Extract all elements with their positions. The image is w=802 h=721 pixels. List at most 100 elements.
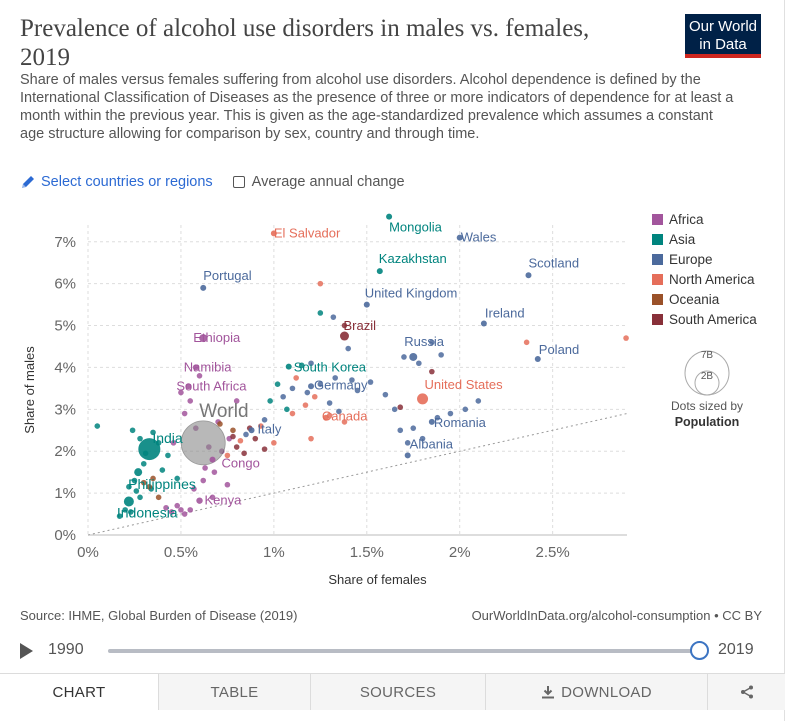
data-point[interactable] (341, 419, 348, 425)
data-point-india[interactable] (138, 438, 161, 461)
data-point-wales[interactable] (456, 234, 463, 241)
data-point[interactable] (298, 362, 305, 369)
data-point-canada[interactable] (322, 414, 329, 421)
data-point[interactable] (243, 431, 249, 438)
data-point[interactable] (178, 389, 184, 396)
data-point-kenya[interactable] (196, 497, 203, 504)
data-point[interactable] (94, 423, 101, 429)
tab-share[interactable] (707, 674, 785, 710)
tab-chart[interactable]: CHART (0, 674, 158, 710)
data-point[interactable] (140, 460, 147, 467)
legend-swatch[interactable] (652, 254, 663, 265)
data-point[interactable] (155, 494, 162, 501)
data-point[interactable] (129, 427, 136, 434)
data-point[interactable] (475, 398, 482, 404)
data-point[interactable] (274, 381, 281, 387)
data-point[interactable] (237, 437, 244, 444)
data-point[interactable] (311, 393, 318, 400)
data-point[interactable] (308, 360, 314, 367)
data-point[interactable] (354, 387, 361, 394)
data-point-el-salvador[interactable] (270, 230, 277, 237)
average-change-toggle[interactable]: Average annual change (232, 174, 405, 190)
data-point[interactable] (181, 511, 188, 517)
data-point[interactable] (434, 414, 441, 421)
data-point[interactable] (336, 408, 342, 415)
data-point[interactable] (150, 429, 156, 436)
data-point-scotland[interactable] (525, 272, 532, 279)
data-point[interactable] (326, 400, 333, 406)
data-point[interactable] (127, 509, 134, 515)
data-point[interactable] (187, 507, 194, 513)
timeline-handle[interactable] (690, 641, 709, 660)
data-point-philippines[interactable] (134, 468, 143, 477)
data-point[interactable] (230, 427, 236, 434)
data-point[interactable] (170, 440, 177, 446)
data-point[interactable] (181, 410, 188, 417)
legend-swatch[interactable] (652, 274, 663, 285)
data-point[interactable] (200, 477, 207, 484)
data-point[interactable] (133, 488, 140, 494)
data-point-romania[interactable] (428, 418, 435, 425)
data-point[interactable] (261, 446, 268, 452)
data-point[interactable] (302, 402, 309, 408)
data-point[interactable] (289, 385, 296, 392)
data-point-south-korea[interactable] (285, 363, 292, 370)
data-point-indonesia[interactable] (123, 496, 134, 507)
data-point[interactable] (233, 444, 240, 450)
data-point-south-africa[interactable] (185, 383, 192, 390)
data-point[interactable] (341, 322, 348, 329)
data-point[interactable] (397, 427, 404, 434)
chart-points[interactable] (94, 213, 629, 519)
data-point[interactable] (447, 410, 454, 417)
source-url-link[interactable]: OurWorldInData.org/alcohol-consumption •… (471, 608, 762, 623)
data-point[interactable] (252, 435, 259, 442)
data-point[interactable] (258, 423, 264, 429)
data-point[interactable] (330, 314, 337, 320)
data-point[interactable] (523, 339, 530, 346)
data-point[interactable] (187, 398, 194, 404)
data-point-germany[interactable] (308, 383, 315, 390)
data-point[interactable] (122, 507, 128, 513)
data-point-namibia[interactable] (192, 364, 199, 371)
data-point-brazil[interactable] (339, 331, 349, 341)
data-point-ireland[interactable] (480, 320, 487, 327)
data-point[interactable] (438, 352, 444, 358)
tab-sources[interactable]: SOURCES (310, 674, 485, 710)
data-point[interactable] (150, 475, 156, 482)
data-point[interactable] (462, 406, 469, 413)
legend-label[interactable]: Oceania (669, 292, 720, 307)
data-point[interactable] (397, 404, 404, 411)
data-point[interactable] (367, 379, 374, 385)
data-point[interactable] (116, 513, 123, 519)
legend-label[interactable]: North America (669, 272, 755, 287)
data-point-mongolia[interactable] (386, 213, 393, 220)
data-point[interactable] (137, 435, 143, 442)
data-point[interactable] (401, 354, 407, 360)
data-point[interactable] (332, 375, 338, 381)
timeline-track[interactable] (108, 649, 700, 653)
data-point[interactable] (224, 452, 231, 459)
legend-label[interactable]: Africa (669, 212, 704, 227)
data-point-united-states[interactable] (417, 393, 429, 405)
data-point[interactable] (224, 481, 231, 488)
data-point[interactable] (178, 507, 184, 513)
data-point[interactable] (289, 410, 296, 417)
data-point[interactable] (140, 479, 147, 486)
tab-table[interactable]: TABLE (158, 674, 310, 710)
data-point[interactable] (168, 509, 175, 515)
data-point[interactable] (241, 450, 247, 457)
play-icon[interactable] (20, 643, 33, 659)
data-point-ethiopia[interactable] (199, 334, 208, 343)
data-point[interactable] (317, 310, 324, 316)
data-point[interactable] (261, 416, 268, 423)
data-point[interactable] (271, 440, 277, 446)
data-point[interactable] (429, 339, 435, 346)
legend-swatch[interactable] (652, 294, 663, 305)
data-point[interactable] (284, 406, 290, 413)
data-point-world[interactable] (180, 420, 226, 466)
data-point[interactable] (416, 360, 422, 367)
tab-download[interactable]: DOWNLOAD (485, 674, 707, 710)
select-countries-button[interactable]: Select countries or regions (20, 174, 213, 190)
data-point[interactable] (202, 465, 208, 471)
data-point[interactable] (163, 504, 169, 511)
